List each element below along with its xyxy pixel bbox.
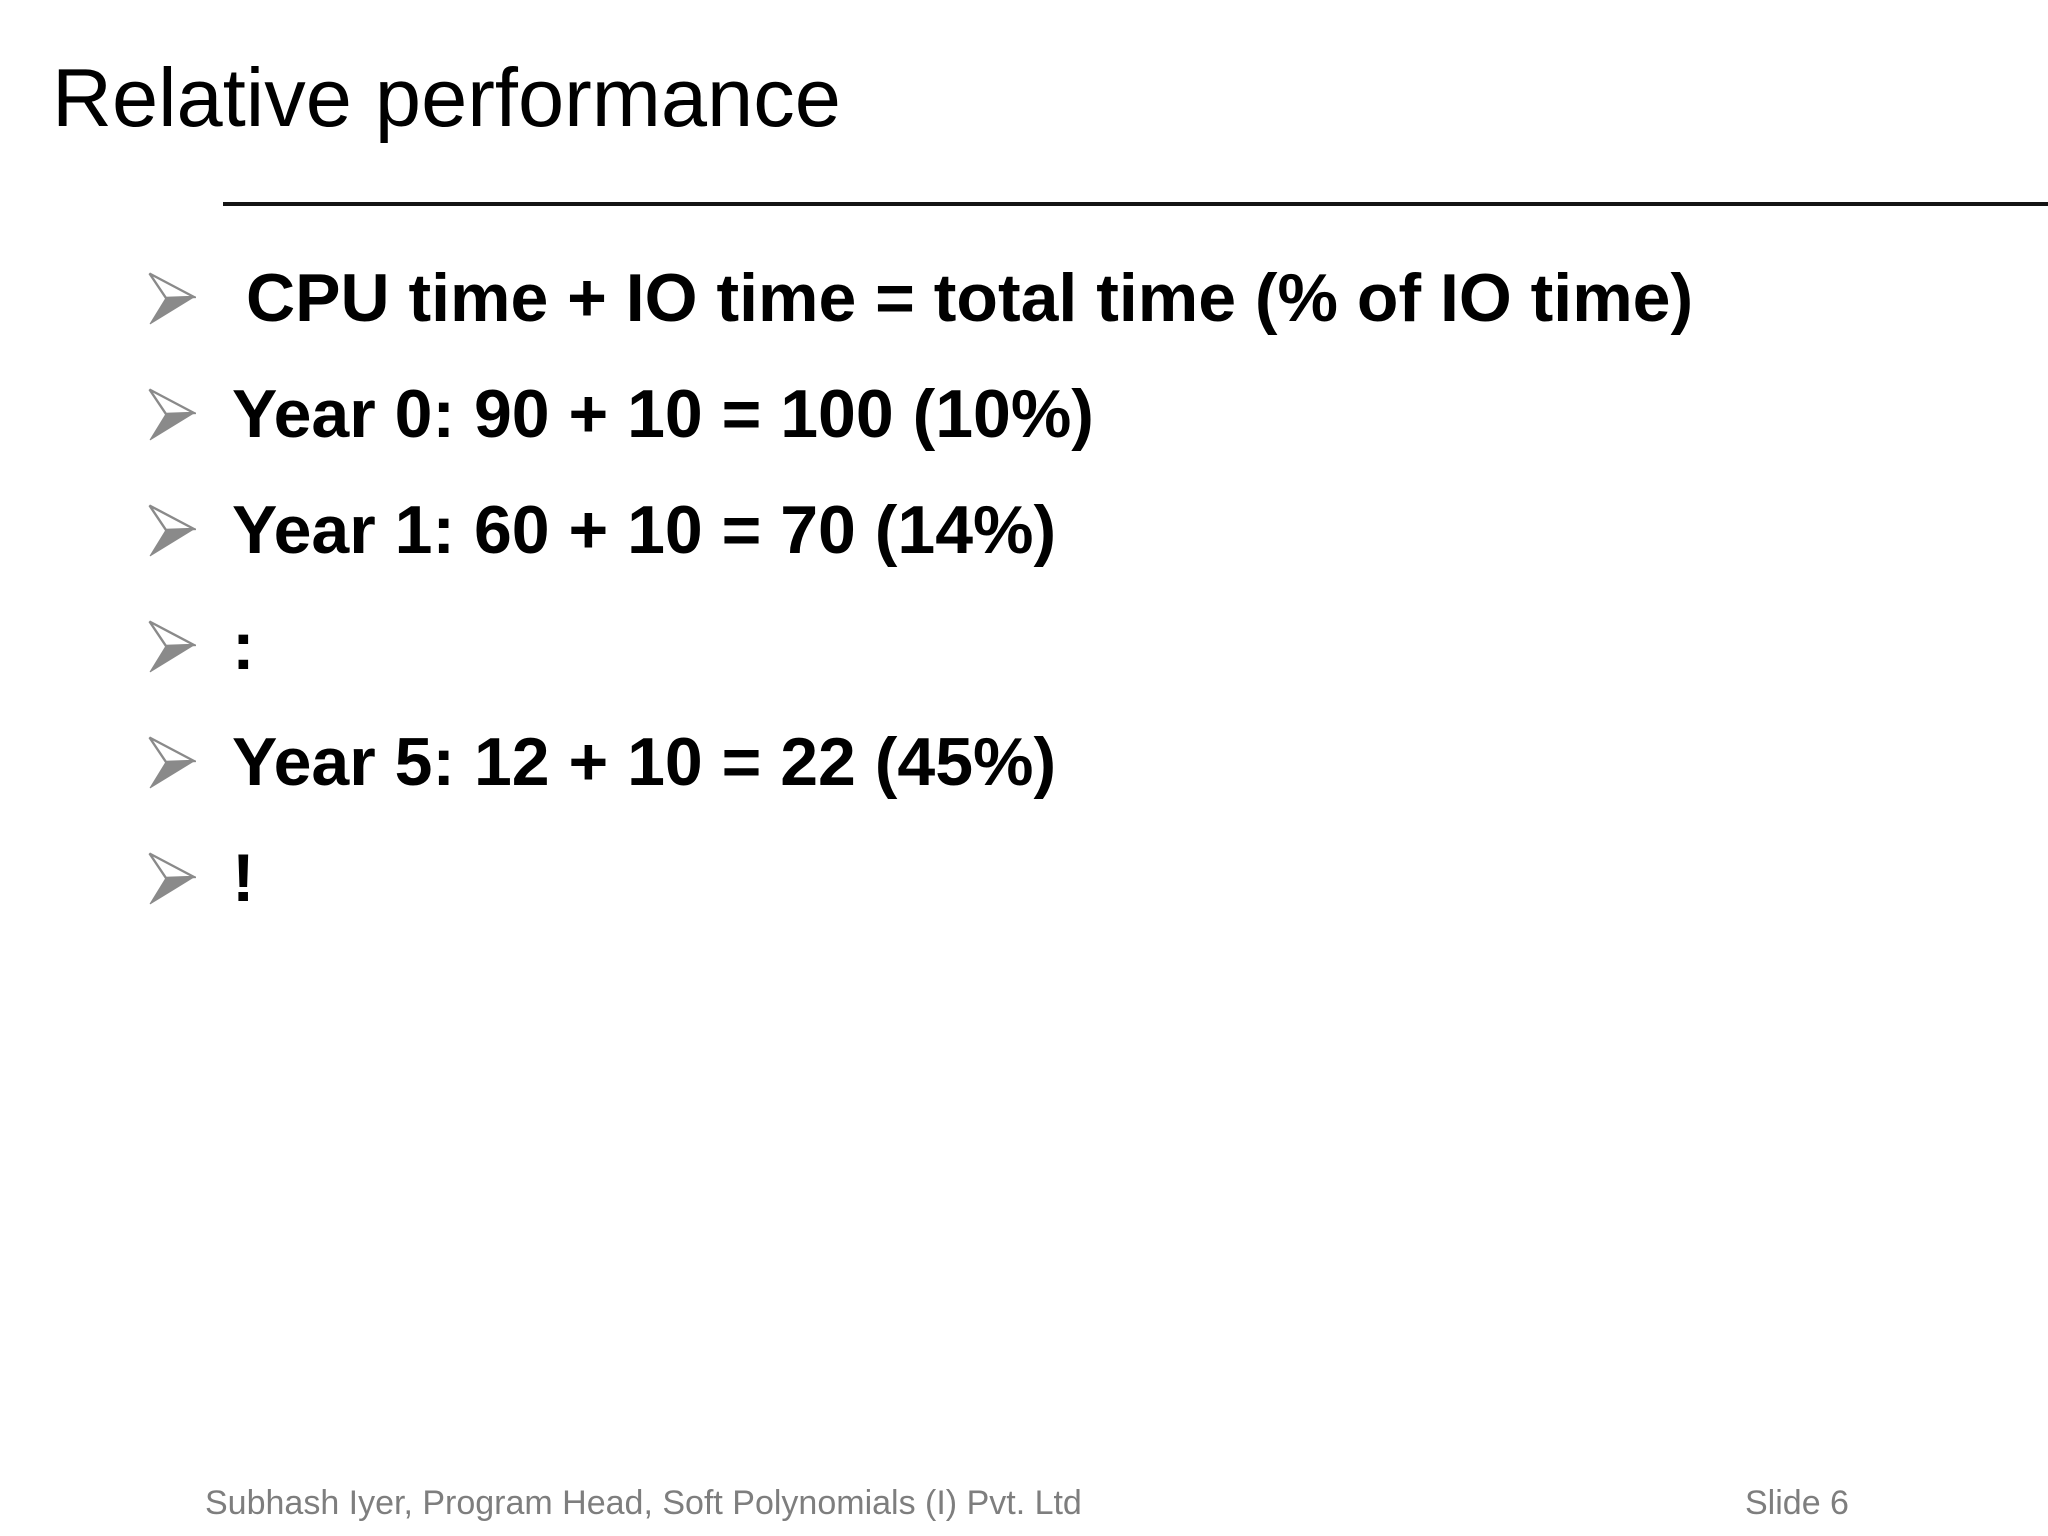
3d-arrowhead-right-icon bbox=[148, 851, 196, 905]
3d-arrowhead-right-icon bbox=[148, 735, 196, 789]
bullet-text: Year 5: 12 + 10 = 22 (45%) bbox=[232, 724, 1057, 800]
bullet-item: ! bbox=[148, 820, 1693, 936]
bullet-item: Year 0: 90 + 10 = 100 (10%) bbox=[148, 356, 1693, 472]
footer-slide-number: Slide 6 bbox=[1745, 1484, 1849, 1522]
bullet-text: ! bbox=[232, 840, 255, 916]
3d-arrowhead-right-icon bbox=[148, 387, 196, 441]
bullet-item: Year 5: 12 + 10 = 22 (45%) bbox=[148, 704, 1693, 820]
footer-credit: Subhash Iyer, Program Head, Soft Polynom… bbox=[205, 1484, 1082, 1522]
bullet-text: Year 1: 60 + 10 = 70 (14%) bbox=[232, 492, 1057, 568]
bullet-text: : bbox=[232, 608, 255, 684]
bullet-text: Year 0: 90 + 10 = 100 (10%) bbox=[232, 376, 1094, 452]
3d-arrowhead-right-icon bbox=[148, 271, 196, 325]
slide-title: Relative performance bbox=[52, 51, 841, 144]
bullet-item: Year 1: 60 + 10 = 70 (14%) bbox=[148, 472, 1693, 588]
bullet-text: CPU time + IO time = total time (% of IO… bbox=[246, 260, 1694, 336]
title-underline bbox=[223, 202, 2048, 206]
bullet-item: CPU time + IO time = total time (% of IO… bbox=[148, 240, 1693, 356]
3d-arrowhead-right-icon bbox=[148, 619, 196, 673]
bullet-list: CPU time + IO time = total time (% of IO… bbox=[148, 240, 1693, 936]
bullet-item: : bbox=[148, 588, 1693, 704]
3d-arrowhead-right-icon bbox=[148, 503, 196, 557]
